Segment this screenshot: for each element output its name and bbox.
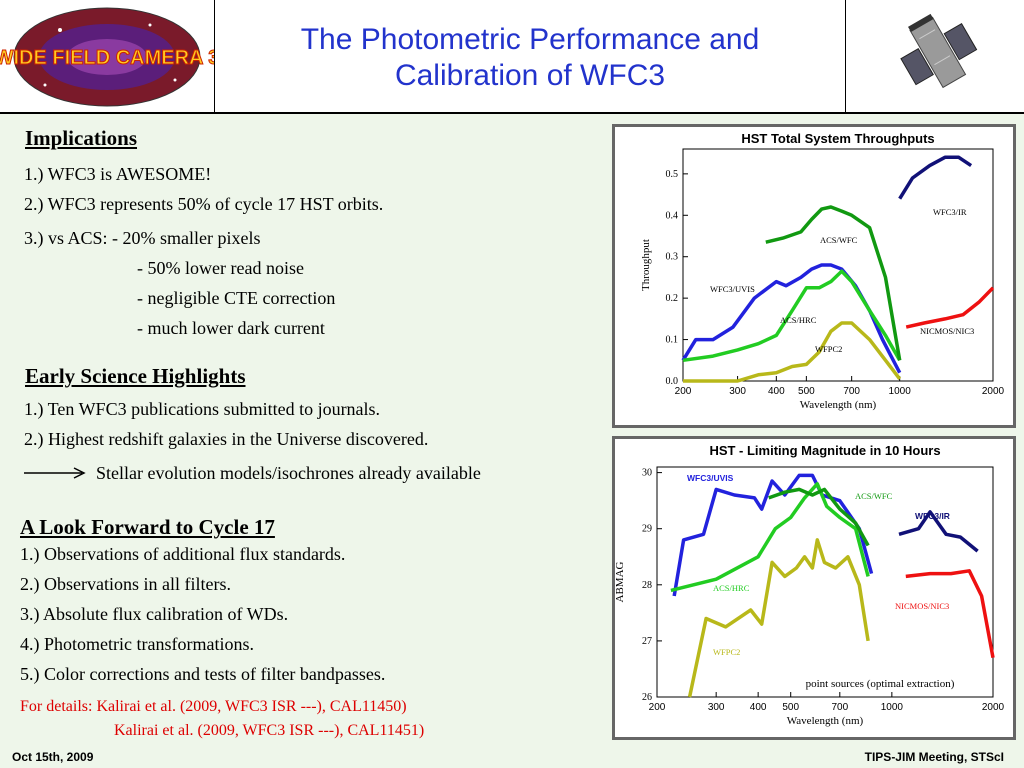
series-line-wfpc2	[687, 538, 870, 698]
implication-item: 2.) WFC3 represents 50% of cycle 17 HST …	[24, 194, 384, 214]
logo-text: WIDE FIELD CAMERA 3	[0, 47, 214, 69]
x-tick-label: 1000	[881, 702, 904, 713]
arrow-right-icon	[24, 467, 86, 479]
series-line-acs-hrc	[670, 482, 870, 593]
implication-item: - negligible CTE correction	[137, 288, 336, 308]
series-line-nicmos-nic3	[905, 286, 995, 329]
chart-title: HST Total System Throughputs	[741, 131, 934, 146]
implication-item: - 50% lower read noise	[137, 258, 304, 278]
x-tick-label: 200	[649, 702, 666, 713]
details-reference: For details: Kalirai et al. (2009, WFC3 …	[20, 698, 407, 715]
series-label: ACS/HRC	[713, 583, 750, 593]
series-label: WFC3/UVIS	[710, 284, 755, 294]
series-label: NICMOS/NIC3	[895, 601, 949, 611]
implication-item: - much lower dark current	[137, 318, 325, 338]
header-banner: WIDE FIELD CAMERA 3 The Photometric Perf…	[0, 0, 1024, 114]
series-line-wfc3-ir	[898, 510, 979, 553]
x-axis-label: Wavelength (nm)	[800, 399, 877, 411]
y-tick-label: 0.2	[666, 293, 679, 304]
x-tick-label: 500	[782, 702, 799, 713]
title-panel: The Photometric Performance and Calibrat…	[215, 0, 846, 112]
series-label: WFC3/IR	[933, 207, 967, 217]
throughput-chart: HST Total System Throughputs 200 300 400 500…	[640, 131, 1005, 411]
series-label: WFPC2	[713, 647, 740, 657]
x-tick-label: 500	[798, 386, 815, 397]
series-label: ACS/HRC	[780, 315, 817, 325]
x-tick-label: 300	[708, 702, 725, 713]
implication-item: 1.) WFC3 is AWESOME!	[24, 164, 212, 184]
cycle17-item: 3.) Absolute flux calibration of WDs.	[20, 604, 289, 624]
series-label: NICMOS/NIC3	[920, 326, 974, 336]
throughput-chart-panel: HST Total System Throughputs 200 300 400 500…	[612, 124, 1016, 428]
x-tick-label: 1000	[889, 386, 912, 397]
cycle17-item: 2.) Observations in all filters.	[20, 574, 231, 594]
page-title: The Photometric Performance and Calibrat…	[215, 22, 845, 94]
series-line-acs-hrc	[682, 269, 902, 363]
series-label: WFC3/IR	[915, 511, 950, 521]
early-science-heading: Early Science Highlights	[25, 364, 246, 388]
series-line-wfc3-ir	[898, 155, 973, 200]
early-science-item: 2.) Highest redshift galaxies in the Uni…	[24, 429, 429, 449]
footer-meeting: TIPS-JIM Meeting, STScI	[864, 750, 1004, 764]
x-tick-label: 400	[750, 702, 767, 713]
plot-frame	[682, 148, 994, 382]
details-reference: Kalirai et al. (2009, WFC3 ISR ---), CAL…	[114, 722, 425, 739]
cycle17-item: 5.) Color corrections and tests of filte…	[20, 664, 386, 684]
limiting-magnitude-chart: HST - Limiting Magnitude in 10 Hours 200 3…	[614, 443, 1005, 727]
footer	[0, 744, 1024, 768]
x-tick-label: 300	[729, 386, 746, 397]
cycle17-heading: A Look Forward to Cycle 17	[20, 515, 275, 539]
y-tick-label: 29	[642, 524, 652, 535]
chart-annotation: point sources (optimal extraction)	[806, 678, 955, 690]
implication-item: 3.) vs ACS: - 20% smaller pixels	[24, 228, 261, 248]
footer-date: Oct 15th, 2009	[12, 750, 94, 764]
cycle17-item: 4.) Photometric transformations.	[20, 634, 254, 654]
x-axis-label: Wavelength (nm)	[787, 715, 864, 727]
y-axis-label: ABMAG	[615, 561, 626, 602]
series-label: WFPC2	[815, 344, 842, 354]
early-science-item: 1.) Ten WFC3 publications submitted to j…	[24, 399, 381, 419]
x-tick-label: 400	[768, 386, 785, 397]
series-line-acs-wfc	[765, 205, 902, 361]
y-tick-label: 0.3	[666, 252, 679, 263]
series-label: WFC3/UVIS	[687, 473, 734, 483]
chart-title: HST - Limiting Magnitude in 10 Hours	[709, 443, 940, 458]
limiting-magnitude-chart-panel: HST - Limiting Magnitude in 10 Hours 200 3…	[612, 436, 1016, 740]
x-tick-label: 700	[831, 702, 848, 713]
y-tick-label: 0.1	[666, 335, 679, 346]
series-line-wfpc2	[683, 321, 902, 383]
x-tick-label: 2000	[982, 386, 1005, 397]
y-axis-label: Throughput	[640, 239, 652, 291]
implications-heading: Implications	[25, 126, 138, 150]
series-label: ACS/WFC	[855, 491, 893, 501]
x-tick-label: 2000	[982, 702, 1005, 713]
x-tick-label: 200	[675, 386, 692, 397]
y-tick-label: 27	[642, 636, 652, 647]
early-science-item: Stellar evolution models/isochrones alre…	[96, 463, 481, 483]
series-label: ACS/WFC	[820, 235, 858, 245]
title-line-2: Calibration of WFC3	[394, 59, 666, 92]
plot-frame	[656, 466, 994, 698]
y-tick-label: 0.4	[666, 210, 679, 221]
x-tick-label: 700	[843, 386, 860, 397]
wfc3-logo: WIDE FIELD CAMERA 3	[0, 0, 220, 112]
y-tick-label: 26	[642, 692, 652, 703]
hubble-telescope-image	[846, 0, 1024, 112]
y-tick-label: 0.5	[666, 169, 679, 180]
y-tick-label: 0.0	[666, 376, 679, 387]
y-tick-label: 30	[642, 468, 652, 479]
series-line-acs-wfc	[768, 487, 870, 547]
y-tick-label: 28	[642, 580, 652, 591]
series-line-nicmos-nic3	[905, 569, 995, 659]
cycle17-item: 1.) Observations of additional flux stan…	[20, 544, 346, 564]
title-line-1: The Photometric Performance and	[300, 23, 760, 56]
